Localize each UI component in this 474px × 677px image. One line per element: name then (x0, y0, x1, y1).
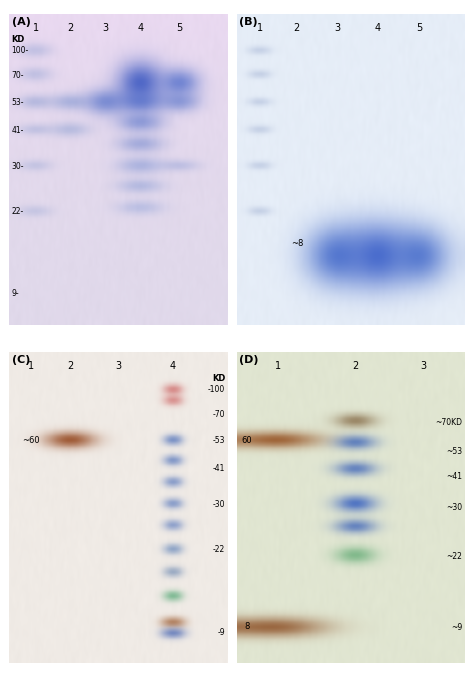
Text: KD: KD (212, 374, 225, 383)
Text: (C): (C) (12, 355, 30, 365)
Text: 70-: 70- (12, 71, 24, 81)
Text: 60: 60 (241, 436, 252, 445)
Text: 2: 2 (67, 23, 73, 33)
Text: 5: 5 (176, 23, 182, 33)
Text: ~53: ~53 (446, 447, 462, 456)
Text: 1: 1 (275, 362, 281, 372)
Text: 1: 1 (28, 362, 34, 372)
Text: 4: 4 (375, 23, 381, 33)
Text: 41-: 41- (12, 126, 24, 135)
Text: 100-: 100- (12, 47, 29, 56)
Text: ~41: ~41 (446, 472, 462, 481)
Text: -70: -70 (213, 410, 225, 419)
Text: (B): (B) (239, 17, 258, 26)
Text: -9: -9 (218, 628, 225, 637)
Text: 3: 3 (116, 362, 121, 372)
Text: 9-: 9- (12, 289, 19, 299)
Text: 3: 3 (102, 23, 109, 33)
Text: KD: KD (12, 35, 25, 44)
Text: 3: 3 (334, 23, 340, 33)
Text: 22-: 22- (12, 206, 24, 216)
Text: -53: -53 (213, 436, 225, 445)
Text: -30: -30 (213, 500, 225, 509)
Text: 3: 3 (420, 362, 427, 372)
Text: ~70KD: ~70KD (435, 418, 462, 427)
Text: 1: 1 (33, 23, 39, 33)
Text: 4: 4 (170, 362, 176, 372)
Text: -41: -41 (213, 464, 225, 473)
Text: 30-: 30- (12, 162, 24, 171)
Text: 5: 5 (416, 23, 422, 33)
Text: 53-: 53- (12, 97, 24, 107)
Text: 1: 1 (257, 23, 263, 33)
Text: (A): (A) (12, 17, 30, 26)
Text: ~30: ~30 (446, 503, 462, 512)
Text: -22: -22 (213, 545, 225, 554)
Text: 2: 2 (352, 362, 358, 372)
Text: ~9: ~9 (451, 623, 462, 632)
Text: 2: 2 (293, 23, 299, 33)
Text: 4: 4 (137, 23, 143, 33)
Text: ~8: ~8 (292, 240, 304, 248)
Text: ~60: ~60 (22, 436, 40, 445)
Text: 2: 2 (67, 362, 73, 372)
Text: (D): (D) (239, 355, 259, 365)
Text: 8: 8 (244, 622, 249, 631)
Text: -100: -100 (208, 385, 225, 394)
Text: ~22: ~22 (447, 552, 462, 561)
